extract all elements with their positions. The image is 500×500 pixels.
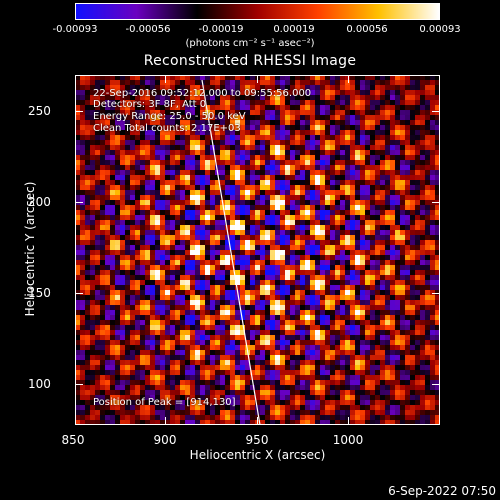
x-tick-label: 1000 bbox=[332, 433, 364, 447]
y-tick-label: 250 bbox=[28, 104, 51, 118]
y-axis-label: Heliocentric Y (arcsec) bbox=[23, 181, 37, 317]
info-clean: Clean Total counts: 2.17E+03 bbox=[93, 123, 241, 134]
y-tick-label: 200 bbox=[28, 195, 51, 209]
info-detectors: Detectors: 3F 8F, Att 0 bbox=[93, 99, 207, 110]
x-tick-label: 950 bbox=[245, 433, 269, 447]
colorbar-tick: -0.00056 bbox=[125, 24, 171, 35]
timestamp: 6-Sep-2022 07:50 bbox=[388, 484, 496, 498]
colorbar-tick: -0.00093 bbox=[52, 24, 98, 35]
y-tick-label: 150 bbox=[28, 286, 51, 300]
colorbar-units: (photons cm⁻² s⁻¹ asec⁻²) bbox=[185, 38, 315, 49]
colorbar-tick: 0.00093 bbox=[419, 24, 461, 35]
colorbar-tick: 0.00056 bbox=[346, 24, 388, 35]
limb-line bbox=[201, 79, 261, 425]
info-time: 22-Sep-2016 09:52:12.000 to 09:55:56.000 bbox=[93, 88, 312, 99]
colorbar-tick: 0.00019 bbox=[273, 24, 315, 35]
y-tick-label: 100 bbox=[28, 377, 51, 391]
rhessi-image: 22-Sep-2016 09:52:12.000 to 09:55:56.000… bbox=[75, 75, 440, 425]
plot-title: Reconstructed RHESSI Image bbox=[143, 53, 357, 69]
info-peak: Position of Peak = [914,130] bbox=[93, 397, 236, 408]
colorbar bbox=[75, 3, 440, 20]
x-tick-label: 850 bbox=[61, 433, 85, 447]
x-tick-label: 900 bbox=[153, 433, 177, 447]
x-axis-label: Heliocentric X (arcsec) bbox=[189, 448, 326, 462]
colorbar-tick: -0.00019 bbox=[198, 24, 244, 35]
info-energy: Energy Range: 25.0 - 50.0 keV bbox=[93, 111, 246, 122]
image-canvas bbox=[75, 75, 440, 425]
